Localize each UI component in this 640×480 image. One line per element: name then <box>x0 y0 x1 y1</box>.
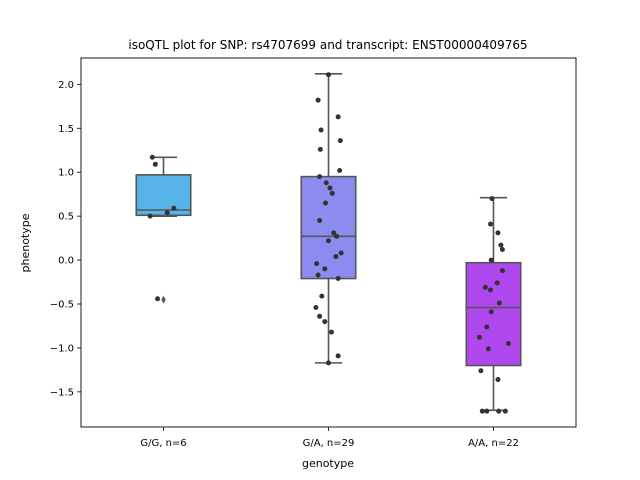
data-point <box>315 272 321 278</box>
box <box>300 175 357 280</box>
x-axis: G/G, n=6 G/A, n=29 A/A, n=22 <box>140 427 519 449</box>
data-point <box>499 247 505 253</box>
box-group <box>135 156 192 304</box>
outlier-marker <box>161 295 166 304</box>
data-point <box>315 97 321 103</box>
data-point <box>335 114 341 120</box>
data-point <box>322 319 328 325</box>
data-point <box>318 127 324 133</box>
data-point <box>495 377 501 383</box>
data-point <box>317 146 323 152</box>
data-point <box>499 268 505 274</box>
data-point <box>335 353 341 359</box>
data-point <box>489 196 495 202</box>
x-tick-label: A/A, n=22 <box>468 438 519 449</box>
data-point <box>334 233 340 239</box>
plot-area <box>135 72 522 414</box>
data-point <box>323 200 329 206</box>
y-tick-label: 0.5 <box>58 212 74 223</box>
data-point <box>488 257 494 263</box>
data-point <box>488 287 494 293</box>
data-point <box>317 174 323 180</box>
data-point <box>313 305 319 311</box>
data-point <box>333 254 339 260</box>
data-point <box>498 242 504 248</box>
x-axis-label: genotype <box>302 457 354 470</box>
data-point <box>164 210 170 216</box>
x-tick-label: G/G, n=6 <box>140 438 186 449</box>
data-point <box>488 221 494 227</box>
box-group <box>300 73 357 364</box>
chart-title: isoQTL plot for SNP: rs4707699 and trans… <box>128 38 527 52</box>
box-group <box>465 196 522 412</box>
y-tick-label: 2.0 <box>58 80 74 91</box>
data-point <box>476 334 482 340</box>
data-point <box>331 230 337 236</box>
y-tick-label: −0.5 <box>50 300 74 311</box>
x-tick-label: G/A, n=29 <box>303 438 355 449</box>
y-axis-label: phenotype <box>19 213 32 272</box>
data-point <box>337 167 343 173</box>
box <box>135 174 192 217</box>
data-point <box>323 180 329 186</box>
data-point <box>488 309 494 315</box>
data-point <box>152 161 158 167</box>
y-tick-label: 0.0 <box>58 256 74 267</box>
data-point <box>496 408 502 414</box>
data-point <box>337 138 343 144</box>
y-axis: 2.0 1.5 1.0 0.5 0.0 −0.5 −1.0 −1.5 <box>50 80 81 398</box>
data-point <box>147 213 153 219</box>
data-point <box>322 266 328 272</box>
data-point <box>149 154 155 160</box>
data-point <box>495 230 501 236</box>
data-point <box>484 324 490 330</box>
data-point <box>171 205 177 211</box>
data-point <box>335 276 341 282</box>
data-point <box>319 293 325 299</box>
y-tick-label: −1.5 <box>50 387 74 398</box>
y-tick-label: 1.0 <box>58 168 74 179</box>
data-point <box>502 408 508 414</box>
data-point <box>155 296 161 302</box>
y-tick-label: −1.0 <box>50 343 74 354</box>
data-point <box>482 284 488 290</box>
data-point <box>326 72 331 78</box>
box <box>465 261 522 367</box>
data-point <box>338 250 344 256</box>
data-point <box>329 190 335 196</box>
data-point <box>505 341 511 347</box>
data-point <box>314 261 320 267</box>
y-tick-label: 1.5 <box>58 124 74 135</box>
data-point <box>478 368 484 374</box>
data-point <box>479 408 485 414</box>
data-point <box>328 329 334 335</box>
data-point <box>317 218 323 224</box>
data-point <box>496 300 502 306</box>
data-point <box>326 360 331 366</box>
data-point <box>494 280 500 286</box>
data-point <box>317 313 323 319</box>
data-point <box>484 408 490 414</box>
data-point <box>485 346 491 352</box>
data-point <box>326 238 331 244</box>
data-point <box>327 185 333 191</box>
